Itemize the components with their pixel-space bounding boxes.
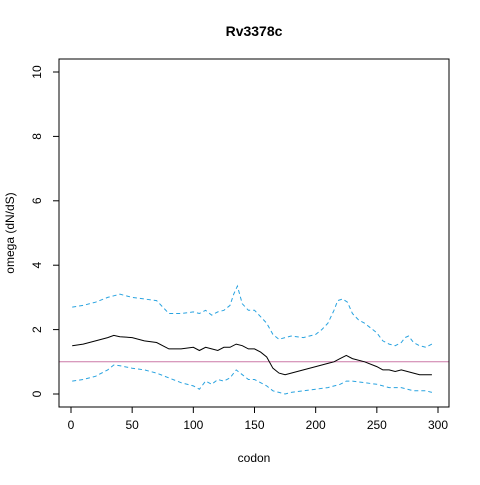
y-tick-label: 10	[30, 65, 44, 79]
x-tick-label: 0	[68, 418, 75, 432]
y-tick-label: 6	[30, 197, 44, 204]
y-tick-label: 4	[30, 262, 44, 269]
series-line-lower-bound	[72, 364, 433, 395]
series-line-estimate	[72, 334, 432, 376]
y-tick-label: 0	[30, 390, 44, 397]
y-tick-label: 8	[30, 133, 44, 140]
x-tick-label: 300	[428, 418, 448, 432]
x-tick-label: 50	[125, 418, 139, 432]
x-tick-label: 200	[306, 418, 326, 432]
plot-area: 0 50 100 150 200 250 300 0 2 4 6 8 10	[30, 58, 450, 432]
x-tick-label: 100	[183, 418, 203, 432]
x-axis-label: codon	[238, 451, 271, 465]
chart-title: Rv3378c	[226, 23, 283, 39]
x-tick-label: 250	[367, 418, 387, 432]
y-tick-label: 2	[30, 326, 44, 333]
series-line-upper-bound	[72, 284, 433, 348]
y-axis-label: omega (dN/dS)	[3, 192, 17, 273]
x-tick-label: 150	[244, 418, 264, 432]
